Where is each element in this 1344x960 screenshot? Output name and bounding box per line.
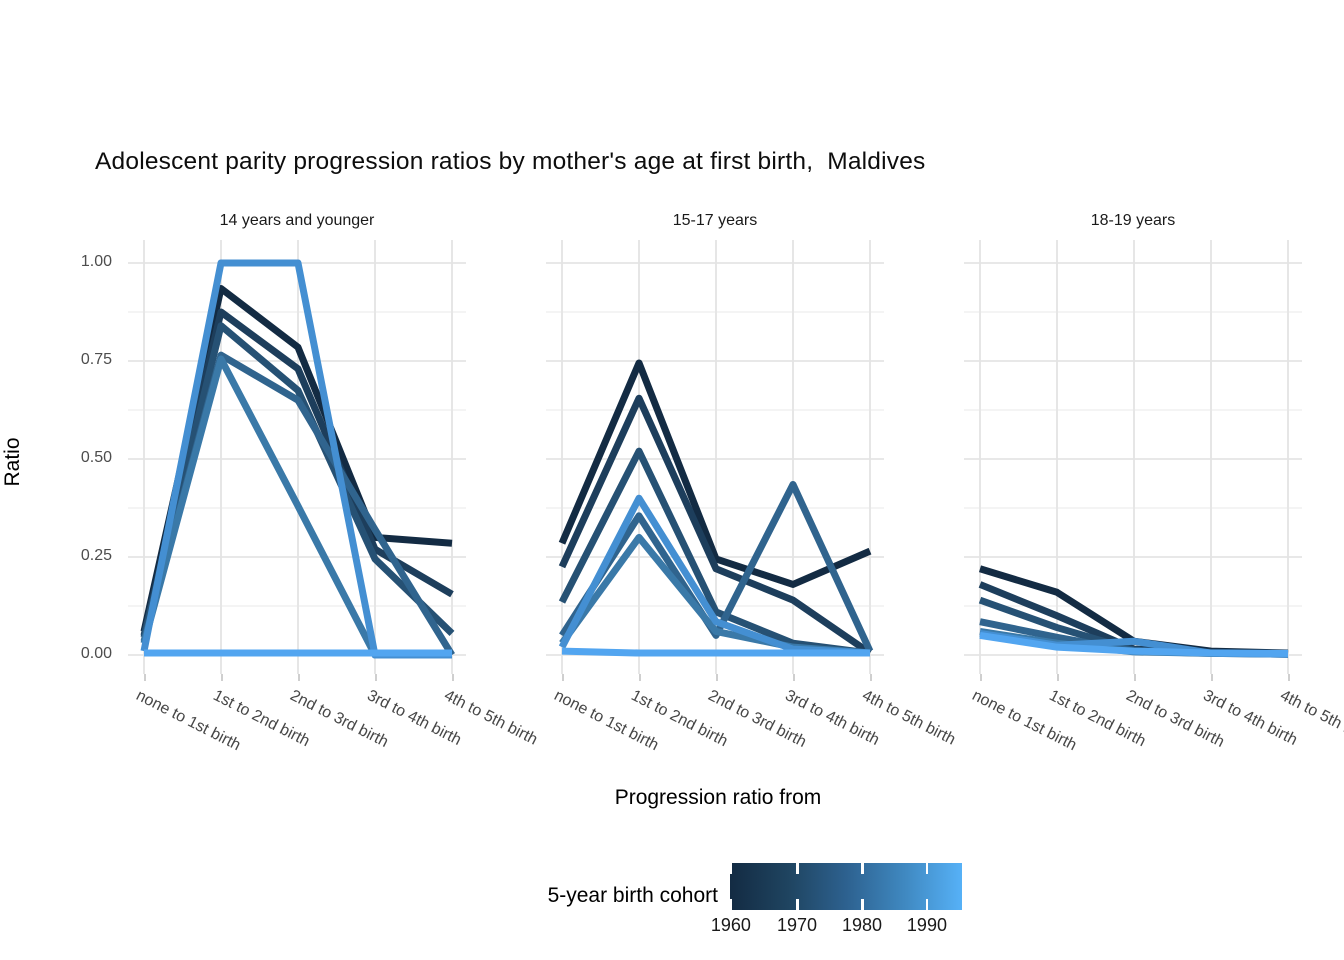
legend-tick-mark — [729, 863, 733, 874]
y-tick-label: 0.25 — [80, 547, 112, 564]
x-tick-mark — [639, 674, 641, 681]
cohort-line-1960 — [558, 359, 872, 588]
x-tick-mark — [298, 674, 300, 681]
legend-tick-mark — [925, 899, 929, 910]
x-tick-mark — [980, 674, 982, 681]
x-tick-mark — [221, 674, 223, 681]
legend-tick-mark — [729, 899, 733, 910]
x-tick-mark — [1211, 674, 1213, 681]
y-tick-label: 0.50 — [80, 449, 112, 466]
x-tick-mark — [1288, 674, 1290, 681]
x-tick-mark — [375, 674, 377, 681]
cohort-line-1965 — [558, 394, 872, 656]
x-tick-mark — [144, 674, 146, 681]
x-tick-mark — [452, 674, 454, 681]
y-tick-label: 0.75 — [80, 351, 112, 368]
y-tick-label: 1.00 — [80, 253, 112, 270]
legend-tick-label: 1970 — [777, 915, 818, 935]
legend-tick-mark — [796, 863, 799, 874]
legend-colorbar — [729, 863, 962, 910]
legend-title: 5-year birth cohort — [547, 884, 718, 907]
x-tick-mark — [716, 674, 718, 681]
panel-3 — [964, 240, 1302, 679]
x-tick-mark — [1134, 674, 1136, 681]
x-tick-mark — [870, 674, 872, 681]
legend-tick-label: 1960 — [710, 915, 751, 935]
cohort-line-1990 — [979, 631, 1289, 657]
cohort-line-1975 — [559, 480, 874, 653]
y-axis-title: Ratio — [1, 437, 24, 487]
legend-tick-mark — [925, 863, 929, 874]
panel-canvas — [128, 240, 466, 674]
legend-tick-mark — [861, 863, 864, 874]
panel-1 — [128, 240, 466, 679]
x-tick-mark — [1057, 674, 1059, 681]
facet-label: 14 years and younger — [219, 212, 375, 229]
x-tick-mark — [793, 674, 795, 681]
legend-tick-mark — [861, 899, 864, 910]
panel-canvas — [964, 240, 1302, 674]
legend-tick-mark — [796, 899, 799, 910]
chart-title: Adolescent parity progression ratios by … — [95, 148, 926, 175]
facet-label: 15-17 years — [672, 212, 758, 229]
facet-label: 18-19 years — [1090, 212, 1176, 229]
panel-2 — [546, 240, 884, 679]
legend-tick-label: 1990 — [906, 915, 947, 935]
legend-tick-label: 1980 — [841, 915, 883, 935]
x-tick-mark — [562, 674, 564, 681]
cohort-line-1970 — [140, 322, 455, 639]
cohort-line-1990 — [561, 647, 870, 657]
x-axis-title: Progression ratio from — [614, 786, 822, 809]
y-tick-label: 0.00 — [80, 645, 112, 662]
panel-canvas — [546, 240, 884, 674]
